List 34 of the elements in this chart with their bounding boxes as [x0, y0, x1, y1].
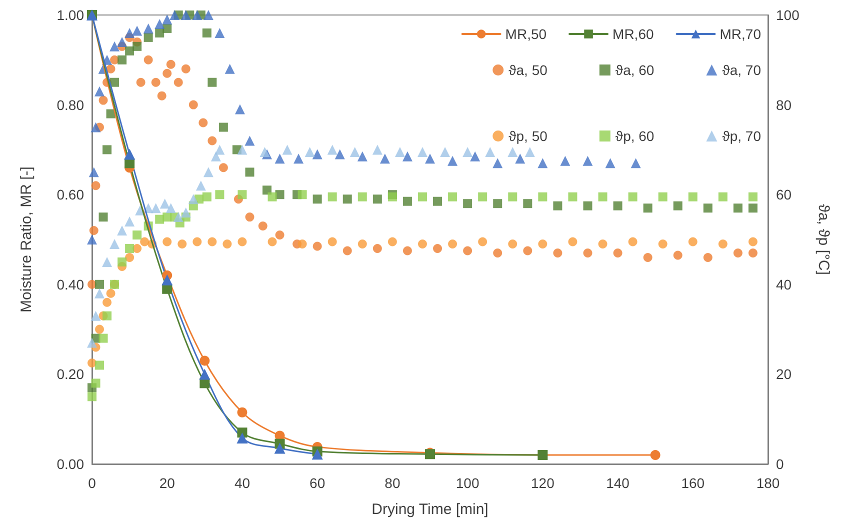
y2-tick-label: 40	[776, 276, 792, 292]
x-tick-label: 40	[234, 475, 250, 491]
y-tick-label: 0.80	[56, 96, 84, 113]
x-tick-label: 80	[384, 475, 400, 491]
x-tick-label: 140	[606, 475, 630, 491]
x-tick-label: 100	[456, 475, 480, 491]
legend-label: MR,50	[505, 26, 547, 42]
y-tick-label: 0.00	[56, 456, 84, 472]
x-tick-label: 0	[88, 475, 96, 491]
y-tick-label: 1.00	[56, 7, 84, 23]
x-tick-label: 180	[756, 475, 780, 491]
x-tick-label: 160	[681, 475, 705, 491]
y2-tick-label: 80	[776, 96, 792, 113]
x-axis-title: Drying Time [min]	[372, 501, 488, 518]
legend-label: ϑa, 60	[615, 62, 654, 78]
y-tick-label: 0.60	[56, 186, 84, 203]
y-tick-label: 0.40	[56, 276, 84, 292]
y2-tick-label: 100	[776, 7, 800, 23]
legend-label: ϑa, 50	[508, 62, 548, 78]
legend-label: ϑp, 60	[615, 128, 654, 144]
y2-tick-label: 20	[776, 366, 792, 382]
legend-label: ϑp, 70	[722, 128, 762, 144]
y2-tick-label: 60	[776, 186, 792, 203]
legend-label: MR,60	[612, 26, 654, 42]
y-axis-title: Moisture Ratio, MR [-]	[18, 166, 35, 312]
x-tick-label: 20	[159, 475, 176, 491]
y2-tick-label: 0	[776, 456, 784, 472]
y2-axis-title: ϑa, ϑp [°C]	[815, 204, 832, 275]
legend-label: ϑp, 50	[508, 128, 548, 144]
x-tick-label: 60	[310, 475, 326, 491]
legend-label: ϑa, 70	[722, 62, 762, 78]
legend-label: MR,70	[720, 26, 762, 42]
y-tick-label: 0.20	[56, 366, 84, 382]
x-tick-label: 120	[530, 475, 555, 491]
